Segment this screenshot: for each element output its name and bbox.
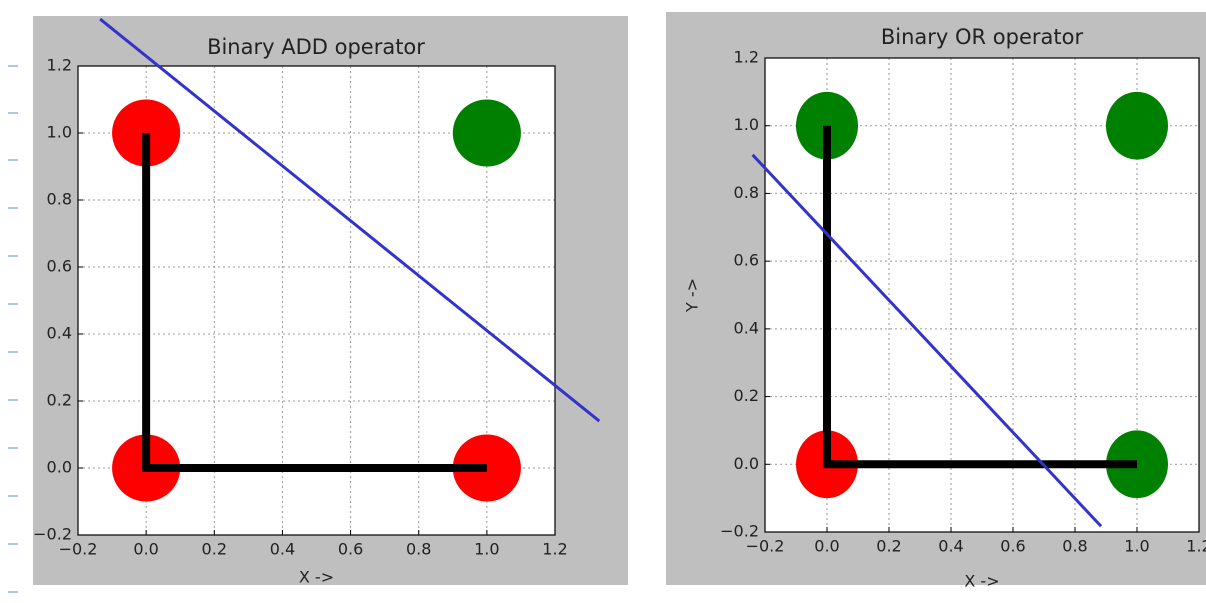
x-tick-label: 0.8 bbox=[406, 540, 431, 559]
y-tick-label: 0.2 bbox=[734, 386, 759, 405]
chart: −0.2 0.0 0.2 0.4 0.6 0.8 1.0 1.2 −0.2 0.0 0.2 0.4 0.… bbox=[33, 16, 628, 587]
x-tick-label: −0.2 bbox=[746, 537, 785, 556]
x-tick-label: −0.2 bbox=[59, 540, 98, 559]
x-tick-label: 0.4 bbox=[938, 537, 963, 556]
chart: −0.2 0.0 0.2 0.4 0.6 0.8 1.0 1.2 −0.2 0.0 0.2 0.4 0.… bbox=[666, 12, 1206, 591]
x-tick-label: 0.8 bbox=[1062, 537, 1087, 556]
y-tick-label: 0.6 bbox=[734, 251, 759, 270]
point bbox=[1106, 91, 1168, 160]
x-tick-label: 0.2 bbox=[876, 537, 901, 556]
point bbox=[452, 99, 521, 167]
y-tick-label: 1.2 bbox=[47, 56, 72, 75]
x-axis-label: X -> bbox=[964, 572, 999, 591]
y-tick-label: 0.4 bbox=[47, 324, 72, 343]
y-tick-label: 0.0 bbox=[47, 458, 72, 477]
axis-line bbox=[823, 125, 1137, 469]
y-tick-label: 0.8 bbox=[47, 190, 72, 209]
y-tick-label: 1.2 bbox=[734, 48, 759, 67]
axis-line bbox=[142, 133, 487, 472]
x-tick-label: 0.4 bbox=[270, 540, 295, 559]
x-axis-label: X -> bbox=[299, 568, 334, 587]
decision-line bbox=[751, 153, 1103, 528]
x-tick-label: 1.0 bbox=[1124, 537, 1149, 556]
y-tick-label: 1.0 bbox=[47, 123, 72, 142]
x-tick-label: 1.0 bbox=[474, 540, 499, 559]
y-axis-label: Y -> bbox=[683, 278, 702, 313]
y-tick-label: 0.2 bbox=[47, 391, 72, 410]
y-tick-label: 0.0 bbox=[734, 454, 759, 473]
x-tick-label: 0.6 bbox=[1000, 537, 1025, 556]
y-tick-label: −0.2 bbox=[33, 525, 72, 544]
x-tick-label: 1.2 bbox=[542, 540, 567, 559]
edge-marks bbox=[8, 65, 18, 593]
y-tick-label: 1.0 bbox=[734, 115, 759, 134]
decision-line bbox=[99, 17, 601, 423]
x-tick-label: 0.0 bbox=[133, 540, 158, 559]
x-tick-label: 0.2 bbox=[202, 540, 227, 559]
plot-frame bbox=[764, 57, 1200, 533]
y-tick-label: 0.8 bbox=[734, 183, 759, 202]
x-tick-label: 1.2 bbox=[1186, 537, 1206, 556]
y-tick-label: 0.6 bbox=[47, 257, 72, 276]
y-tick-label: 0.4 bbox=[734, 318, 759, 337]
x-tick-label: 0.6 bbox=[338, 540, 363, 559]
chart-title: Binary OR operator bbox=[881, 25, 1084, 49]
plot-frame bbox=[77, 65, 556, 536]
chart-title: Binary ADD operator bbox=[207, 35, 425, 59]
x-tick-label: 0.0 bbox=[814, 537, 839, 556]
y-tick-label: −0.2 bbox=[720, 522, 759, 541]
